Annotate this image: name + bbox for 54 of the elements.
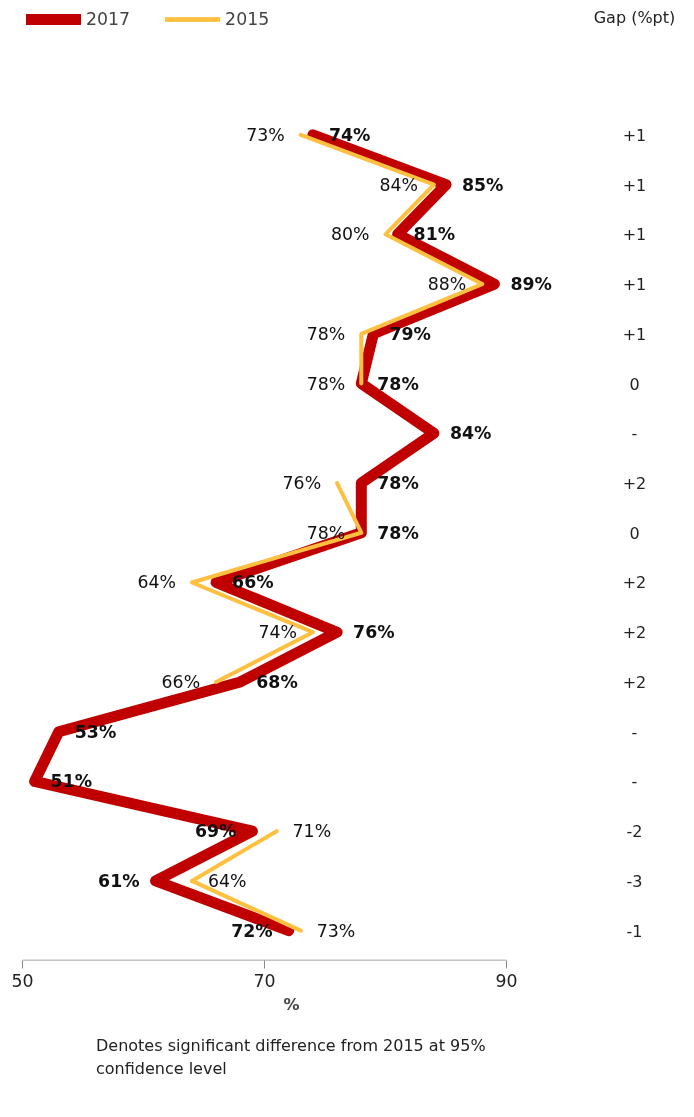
text: - bbox=[631, 772, 638, 792]
text: +2 bbox=[622, 573, 647, 593]
data-label: 66% bbox=[232, 572, 274, 593]
text: - bbox=[631, 722, 638, 742]
text: +2 bbox=[622, 623, 647, 643]
data-label: 71% bbox=[292, 821, 332, 842]
text: Gap (%pt) bbox=[593, 8, 676, 28]
data-label: 78% bbox=[306, 522, 346, 543]
x-tick-label: 70 bbox=[253, 970, 276, 991]
data-label: 80% bbox=[330, 224, 370, 245]
data-label: 64% bbox=[207, 870, 247, 891]
text: -1 bbox=[626, 921, 643, 941]
data-label: 74% bbox=[258, 622, 297, 643]
data-label: 79% bbox=[389, 323, 431, 344]
text: +2 bbox=[622, 672, 647, 692]
data-label: 78% bbox=[377, 522, 419, 543]
text: +1 bbox=[622, 275, 647, 295]
text: +2 bbox=[622, 474, 647, 493]
text: Denotes significant difference from 2015 at 95% confidence level bbox=[96, 1035, 487, 1080]
text: - bbox=[631, 424, 638, 444]
data-label: 88% bbox=[427, 274, 467, 295]
data-label: 64% bbox=[137, 572, 176, 593]
data-label: 53% bbox=[74, 721, 117, 742]
data-label: 78% bbox=[377, 473, 419, 493]
data-label: 66% bbox=[161, 671, 201, 692]
data-label: 61% bbox=[98, 870, 140, 891]
data-label: 78% bbox=[377, 373, 419, 394]
x-axis-title: % bbox=[283, 994, 300, 1014]
data-label: 76% bbox=[353, 622, 395, 643]
text: +1 bbox=[622, 225, 647, 245]
legend-label: 2017 bbox=[86, 9, 131, 29]
data-label: 68% bbox=[256, 671, 298, 692]
text: -2 bbox=[626, 822, 643, 842]
data-label: 78% bbox=[306, 323, 346, 344]
data-label: 74% bbox=[328, 124, 371, 145]
legend-label: 2015 bbox=[225, 9, 270, 29]
data-label: 81% bbox=[413, 224, 456, 245]
data-label: 72% bbox=[231, 920, 273, 941]
data-label: 84% bbox=[379, 174, 418, 195]
text: 0 bbox=[629, 523, 640, 543]
x-tick-label: 90 bbox=[495, 970, 518, 991]
data-label: 73% bbox=[246, 124, 285, 145]
text: -3 bbox=[626, 871, 643, 891]
text: +1 bbox=[622, 125, 647, 145]
x-tick-label: 50 bbox=[11, 970, 34, 991]
data-label: 73% bbox=[316, 920, 356, 941]
text: +1 bbox=[622, 324, 647, 344]
data-label: 85% bbox=[462, 174, 504, 195]
data-label: 84% bbox=[449, 423, 492, 444]
text: 0 bbox=[629, 374, 640, 394]
data-label: 89% bbox=[510, 274, 552, 295]
data-label: 76% bbox=[282, 473, 322, 493]
text: +1 bbox=[622, 175, 647, 195]
data-label: 78% bbox=[306, 373, 346, 394]
